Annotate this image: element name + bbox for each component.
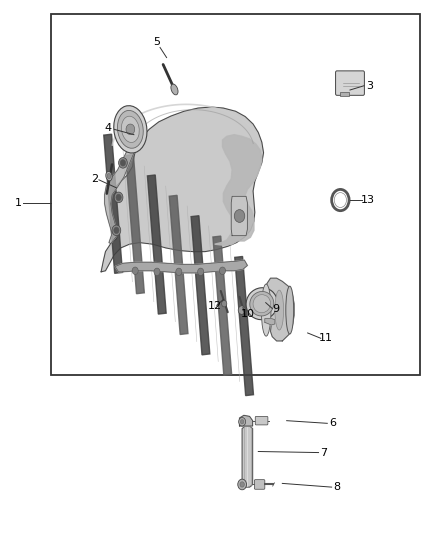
Ellipse shape <box>121 116 139 142</box>
Polygon shape <box>148 175 166 314</box>
Circle shape <box>176 268 182 276</box>
Circle shape <box>120 160 126 166</box>
Ellipse shape <box>117 110 143 148</box>
Circle shape <box>234 209 245 222</box>
Polygon shape <box>115 260 247 273</box>
Text: 10: 10 <box>240 309 254 319</box>
Polygon shape <box>101 107 264 272</box>
Text: 2: 2 <box>91 174 98 184</box>
Polygon shape <box>213 236 232 375</box>
Ellipse shape <box>275 290 284 330</box>
Text: 4: 4 <box>104 123 111 133</box>
Ellipse shape <box>253 295 271 313</box>
Text: 11: 11 <box>319 333 333 343</box>
Circle shape <box>132 267 138 274</box>
Polygon shape <box>104 134 123 273</box>
Polygon shape <box>265 319 275 325</box>
Text: 3: 3 <box>366 81 373 91</box>
Circle shape <box>238 306 245 314</box>
Circle shape <box>240 482 244 487</box>
Text: 7: 7 <box>320 448 327 457</box>
Circle shape <box>219 267 226 274</box>
Ellipse shape <box>286 286 293 334</box>
Text: 5: 5 <box>153 37 160 47</box>
Circle shape <box>126 124 135 135</box>
Ellipse shape <box>246 288 278 320</box>
Text: 6: 6 <box>329 418 336 429</box>
FancyBboxPatch shape <box>254 480 265 489</box>
Text: 12: 12 <box>208 301 222 311</box>
Ellipse shape <box>261 284 271 336</box>
Ellipse shape <box>114 106 147 153</box>
Ellipse shape <box>106 172 112 181</box>
Circle shape <box>112 225 121 236</box>
Circle shape <box>198 268 204 276</box>
Polygon shape <box>231 196 247 236</box>
Polygon shape <box>126 155 145 294</box>
Polygon shape <box>265 278 294 341</box>
Circle shape <box>240 419 244 424</box>
Circle shape <box>239 417 246 426</box>
Circle shape <box>114 192 123 203</box>
Circle shape <box>114 227 119 233</box>
FancyBboxPatch shape <box>255 416 268 425</box>
Polygon shape <box>105 138 141 244</box>
Bar <box>51 14 420 375</box>
Ellipse shape <box>171 84 178 95</box>
Text: 13: 13 <box>360 195 374 205</box>
Text: 1: 1 <box>14 198 21 208</box>
Ellipse shape <box>107 174 111 179</box>
Ellipse shape <box>250 292 274 316</box>
Polygon shape <box>240 415 253 426</box>
Circle shape <box>238 479 247 490</box>
Polygon shape <box>191 216 210 355</box>
Polygon shape <box>169 195 188 335</box>
FancyBboxPatch shape <box>336 71 364 95</box>
Circle shape <box>119 158 127 168</box>
Circle shape <box>222 301 227 307</box>
Polygon shape <box>235 256 254 395</box>
Bar <box>340 92 349 96</box>
Polygon shape <box>242 426 253 487</box>
Circle shape <box>154 268 160 276</box>
Text: 8: 8 <box>333 482 340 492</box>
Polygon shape <box>215 135 262 245</box>
Circle shape <box>116 194 121 200</box>
Text: 9: 9 <box>272 304 279 314</box>
